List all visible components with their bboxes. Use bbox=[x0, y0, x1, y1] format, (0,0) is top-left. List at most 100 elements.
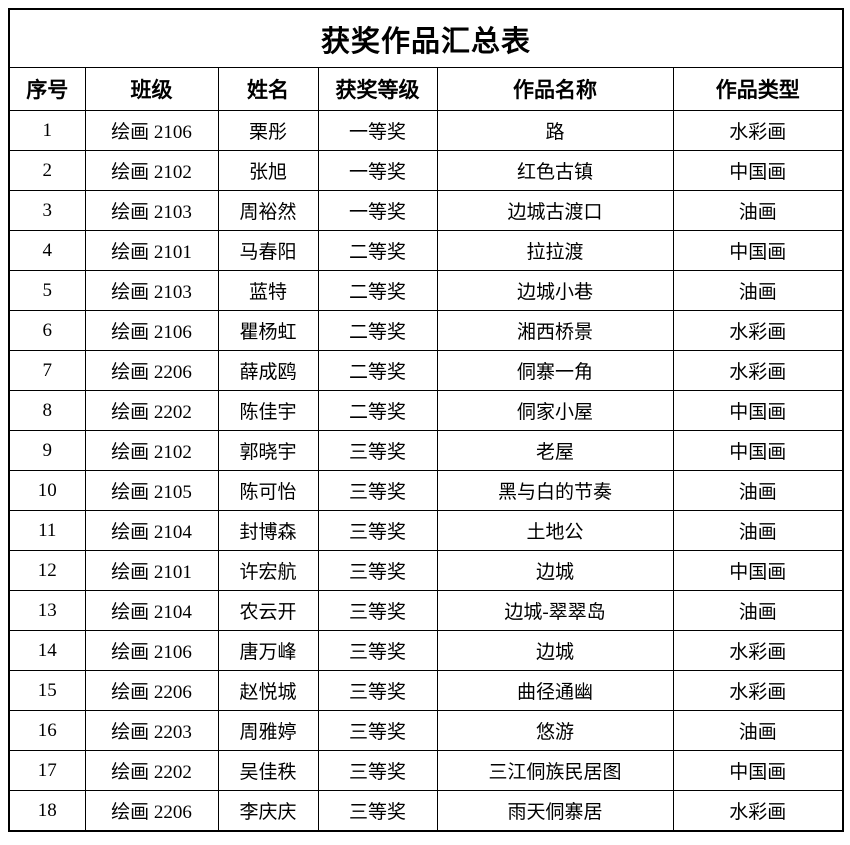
cell-name: 瞿杨虹 bbox=[217, 310, 319, 351]
cell-work: 边城小巷 bbox=[436, 270, 674, 311]
cell-type: 水彩画 bbox=[672, 310, 844, 351]
cell-name: 吴佳秩 bbox=[217, 750, 319, 791]
cell-work: 雨天侗寨居 bbox=[436, 790, 674, 832]
table-title: 获奖作品汇总表 bbox=[8, 8, 844, 68]
cell-award: 二等奖 bbox=[317, 270, 438, 311]
cell-name: 蓝特 bbox=[217, 270, 319, 311]
cell-work: 悠游 bbox=[436, 710, 674, 751]
cell-work: 湘西桥景 bbox=[436, 310, 674, 351]
cell-class: 绘画 2103 bbox=[84, 270, 219, 311]
cell-work: 三江侗族民居图 bbox=[436, 750, 674, 791]
cell-award: 一等奖 bbox=[317, 190, 438, 231]
cell-type: 中国画 bbox=[672, 550, 844, 591]
cell-no: 13 bbox=[8, 590, 86, 631]
cell-name: 栗彤 bbox=[217, 110, 319, 151]
column-header-name: 姓名 bbox=[217, 67, 319, 111]
cell-name: 许宏航 bbox=[217, 550, 319, 591]
cell-type: 中国画 bbox=[672, 150, 844, 191]
column-header-class: 班级 bbox=[84, 67, 219, 111]
cell-work: 土地公 bbox=[436, 510, 674, 551]
cell-work: 拉拉渡 bbox=[436, 230, 674, 271]
table-row: 17 绘画 2202 吴佳秩 三等奖 三江侗族民居图 中国画 bbox=[8, 750, 844, 791]
cell-work: 老屋 bbox=[436, 430, 674, 471]
cell-no: 3 bbox=[8, 190, 86, 231]
cell-no: 15 bbox=[8, 670, 86, 711]
table-row: 11 绘画 2104 封博森 三等奖 土地公 油画 bbox=[8, 510, 844, 551]
table-row: 4 绘画 2101 马春阳 二等奖 拉拉渡 中国画 bbox=[8, 230, 844, 271]
table-row: 13 绘画 2104 农云开 三等奖 边城-翠翠岛 油画 bbox=[8, 590, 844, 631]
cell-work: 边城 bbox=[436, 630, 674, 671]
cell-type: 中国画 bbox=[672, 390, 844, 431]
cell-no: 17 bbox=[8, 750, 86, 791]
cell-no: 7 bbox=[8, 350, 86, 391]
cell-name: 唐万峰 bbox=[217, 630, 319, 671]
cell-type: 水彩画 bbox=[672, 790, 844, 832]
cell-class: 绘画 2104 bbox=[84, 510, 219, 551]
table-row: 8 绘画 2202 陈佳宇 二等奖 侗家小屋 中国画 bbox=[8, 390, 844, 431]
cell-class: 绘画 2206 bbox=[84, 670, 219, 711]
cell-name: 赵悦城 bbox=[217, 670, 319, 711]
cell-class: 绘画 2106 bbox=[84, 310, 219, 351]
cell-work: 侗家小屋 bbox=[436, 390, 674, 431]
cell-type: 油画 bbox=[672, 190, 844, 231]
cell-work: 黑与白的节奏 bbox=[436, 470, 674, 511]
cell-award: 三等奖 bbox=[317, 510, 438, 551]
cell-no: 12 bbox=[8, 550, 86, 591]
cell-no: 5 bbox=[8, 270, 86, 311]
cell-award: 三等奖 bbox=[317, 470, 438, 511]
table-row: 3 绘画 2103 周裕然 一等奖 边城古渡口 油画 bbox=[8, 190, 844, 231]
column-header-no: 序号 bbox=[8, 67, 86, 111]
cell-type: 水彩画 bbox=[672, 630, 844, 671]
cell-class: 绘画 2105 bbox=[84, 470, 219, 511]
cell-class: 绘画 2106 bbox=[84, 630, 219, 671]
cell-award: 三等奖 bbox=[317, 710, 438, 751]
cell-award: 二等奖 bbox=[317, 350, 438, 391]
cell-name: 农云开 bbox=[217, 590, 319, 631]
cell-class: 绘画 2206 bbox=[84, 790, 219, 832]
cell-name: 陈可怡 bbox=[217, 470, 319, 511]
cell-no: 4 bbox=[8, 230, 86, 271]
cell-type: 油画 bbox=[672, 710, 844, 751]
cell-type: 油画 bbox=[672, 270, 844, 311]
cell-no: 2 bbox=[8, 150, 86, 191]
awards-summary-table: 获奖作品汇总表 序号 班级 姓名 获奖等级 作品名称 作品类型 1 绘画 2106 栗彤 一等奖… bbox=[8, 8, 845, 832]
cell-class: 绘画 2104 bbox=[84, 590, 219, 631]
cell-award: 三等奖 bbox=[317, 670, 438, 711]
cell-name: 张旭 bbox=[217, 150, 319, 191]
cell-class: 绘画 2102 bbox=[84, 430, 219, 471]
table-row: 10 绘画 2105 陈可怡 三等奖 黑与白的节奏 油画 bbox=[8, 470, 844, 511]
cell-type: 中国画 bbox=[672, 750, 844, 791]
cell-type: 油画 bbox=[672, 510, 844, 551]
table-row: 14 绘画 2106 唐万峰 三等奖 边城 水彩画 bbox=[8, 630, 844, 671]
column-header-award: 获奖等级 bbox=[317, 67, 438, 111]
table-row: 2 绘画 2102 张旭 一等奖 红色古镇 中国画 bbox=[8, 150, 844, 191]
cell-type: 水彩画 bbox=[672, 110, 844, 151]
cell-award: 二等奖 bbox=[317, 310, 438, 351]
cell-name: 马春阳 bbox=[217, 230, 319, 271]
header-row: 序号 班级 姓名 获奖等级 作品名称 作品类型 bbox=[8, 67, 844, 111]
cell-type: 中国画 bbox=[672, 230, 844, 271]
cell-name: 周裕然 bbox=[217, 190, 319, 231]
cell-work: 侗寨一角 bbox=[436, 350, 674, 391]
cell-award: 三等奖 bbox=[317, 430, 438, 471]
cell-class: 绘画 2202 bbox=[84, 390, 219, 431]
table-row: 5 绘画 2103 蓝特 二等奖 边城小巷 油画 bbox=[8, 270, 844, 311]
cell-work: 曲径通幽 bbox=[436, 670, 674, 711]
cell-type: 油画 bbox=[672, 470, 844, 511]
cell-award: 三等奖 bbox=[317, 790, 438, 832]
cell-type: 油画 bbox=[672, 590, 844, 631]
cell-award: 一等奖 bbox=[317, 110, 438, 151]
cell-award: 三等奖 bbox=[317, 550, 438, 591]
table-row: 7 绘画 2206 薛成鸥 二等奖 侗寨一角 水彩画 bbox=[8, 350, 844, 391]
cell-class: 绘画 2202 bbox=[84, 750, 219, 791]
cell-name: 陈佳宇 bbox=[217, 390, 319, 431]
cell-name: 薛成鸥 bbox=[217, 350, 319, 391]
cell-class: 绘画 2101 bbox=[84, 230, 219, 271]
cell-class: 绘画 2102 bbox=[84, 150, 219, 191]
cell-no: 11 bbox=[8, 510, 86, 551]
cell-class: 绘画 2103 bbox=[84, 190, 219, 231]
cell-class: 绘画 2101 bbox=[84, 550, 219, 591]
cell-no: 9 bbox=[8, 430, 86, 471]
cell-name: 封博森 bbox=[217, 510, 319, 551]
cell-class: 绘画 2206 bbox=[84, 350, 219, 391]
